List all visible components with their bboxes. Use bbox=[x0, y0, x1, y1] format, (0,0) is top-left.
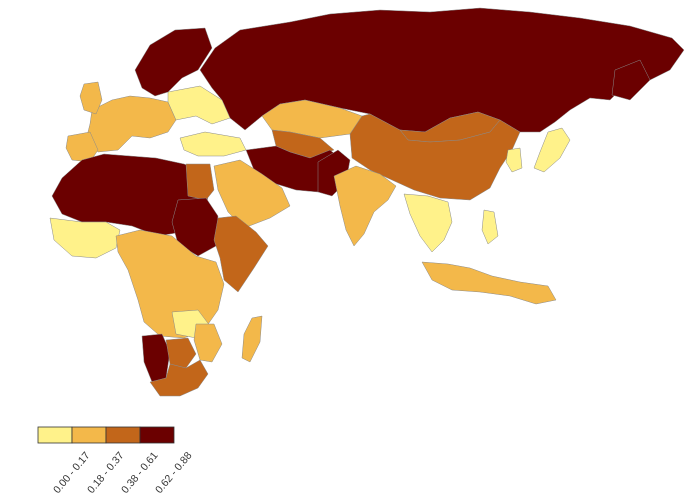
region-south-africa bbox=[149, 359, 209, 397]
legend-swatch-3 bbox=[139, 426, 175, 444]
region-mozambique bbox=[193, 323, 223, 363]
region-scandinavia bbox=[134, 27, 213, 97]
region-namibia bbox=[141, 333, 171, 383]
legend-swatch-2 bbox=[105, 426, 141, 444]
region-madagascar bbox=[241, 315, 263, 363]
region-southeast-asia bbox=[403, 193, 453, 253]
region-sudan bbox=[171, 197, 219, 257]
region-horn-of-africa bbox=[213, 215, 269, 293]
region-turkey bbox=[179, 131, 247, 157]
region-india bbox=[333, 165, 397, 247]
map-legend: 0.00 - 0.17 0.18 - 0.37 0.38 - 0.61 0.62… bbox=[37, 426, 195, 496]
legend-swatch-0 bbox=[37, 426, 73, 444]
legend-swatch-1 bbox=[71, 426, 107, 444]
region-korea bbox=[505, 147, 523, 173]
region-uk bbox=[79, 81, 103, 115]
region-indonesia bbox=[421, 261, 557, 305]
region-egypt bbox=[185, 163, 215, 201]
region-arabian-peninsula bbox=[213, 159, 291, 229]
region-botswana bbox=[165, 337, 197, 369]
region-japan bbox=[533, 127, 571, 173]
region-west-africa bbox=[49, 217, 121, 259]
region-eastern-europe bbox=[167, 85, 231, 125]
region-philippines bbox=[481, 209, 499, 245]
region-kamchatka bbox=[611, 59, 651, 101]
region-china bbox=[349, 113, 521, 201]
country-layer bbox=[49, 7, 685, 397]
